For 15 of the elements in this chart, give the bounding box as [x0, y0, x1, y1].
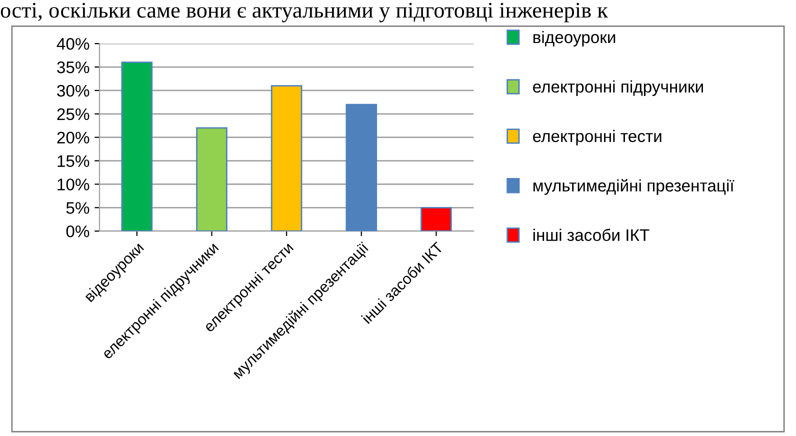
y-tick-label: 5%	[66, 202, 90, 214]
y-tick-label: 10%	[58, 178, 90, 190]
legend-label: інші засоби ІКТ	[533, 228, 650, 242]
y-tick-label: 25%	[57, 108, 90, 120]
y-tick-label: 0%	[66, 225, 90, 238]
legend-label: мультимедійні презентації	[533, 179, 734, 195]
legend-label: електронні тести	[533, 130, 662, 146]
y-tick-label: 15%	[58, 155, 90, 167]
legend-label: електронні підручники	[533, 80, 703, 96]
y-tick-label: 30%	[57, 84, 90, 97]
y-tick-label: 20%	[57, 132, 90, 144]
y-tick-label: 40%	[56, 38, 90, 50]
text: ості, оскільки саме вони є актуальними у підготовці інженерів к	[0, 2, 608, 22]
y-tick-label: 35%	[57, 61, 90, 74]
legend-label: відеоуроки	[533, 30, 616, 46]
